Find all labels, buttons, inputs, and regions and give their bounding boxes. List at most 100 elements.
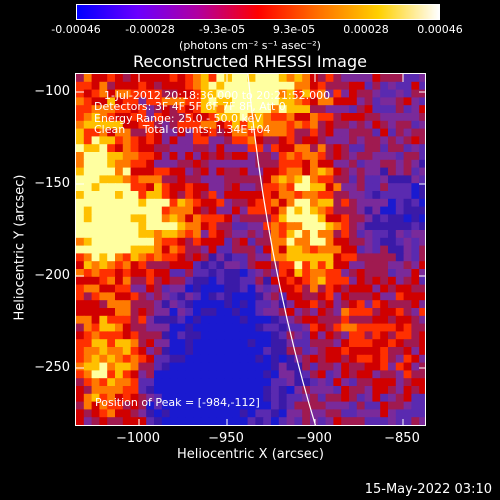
image-pixel xyxy=(170,425,178,426)
image-pixel xyxy=(286,113,295,122)
image-pixel xyxy=(278,284,288,293)
image-pixel xyxy=(403,378,412,387)
image-pixel xyxy=(83,401,93,410)
image-pixel xyxy=(310,261,319,270)
image-pixel xyxy=(325,300,334,309)
image-pixel xyxy=(224,222,233,231)
image-pixel xyxy=(356,120,366,130)
image-pixel xyxy=(224,136,233,145)
image-pixel xyxy=(216,105,225,114)
image-pixel xyxy=(403,362,412,371)
image-pixel xyxy=(107,230,116,239)
image-pixel xyxy=(76,393,85,403)
image-pixel xyxy=(294,144,303,153)
image-pixel xyxy=(395,347,405,356)
image-pixel xyxy=(294,409,303,418)
image-pixel xyxy=(372,417,381,425)
image-pixel xyxy=(325,409,334,418)
image-pixel xyxy=(239,191,249,200)
image-pixel xyxy=(185,183,194,192)
image-pixel xyxy=(169,113,178,122)
image-pixel xyxy=(185,167,194,176)
image-pixel xyxy=(380,206,389,215)
image-pixel xyxy=(239,105,249,114)
image-pixel xyxy=(286,354,295,364)
image-pixel xyxy=(333,339,342,348)
image-pixel xyxy=(333,308,342,317)
image-pixel xyxy=(232,105,241,114)
image-pixel xyxy=(255,409,264,418)
image-pixel xyxy=(294,136,303,145)
image-pixel xyxy=(91,206,100,215)
image-pixel xyxy=(185,105,194,114)
image-pixel xyxy=(193,378,202,387)
image-pixel xyxy=(364,159,373,169)
image-pixel xyxy=(294,175,303,184)
image-pixel xyxy=(224,230,233,239)
image-pixel xyxy=(185,331,194,340)
image-pixel xyxy=(107,97,116,106)
image-pixel xyxy=(310,253,319,262)
image-pixel xyxy=(286,120,295,130)
image-pixel xyxy=(278,144,288,153)
image-pixel xyxy=(310,152,319,161)
image-pixel xyxy=(356,167,366,176)
image-pixel xyxy=(200,120,210,130)
image-pixel xyxy=(356,323,366,332)
image-pixel xyxy=(287,425,295,426)
image-pixel xyxy=(76,315,85,325)
image-pixel xyxy=(380,370,389,379)
image-pixel xyxy=(122,284,132,293)
image-pixel xyxy=(388,269,397,278)
image-pixel xyxy=(247,269,256,278)
image-pixel xyxy=(161,347,171,356)
image-pixel xyxy=(263,354,272,364)
image-pixel xyxy=(255,113,264,122)
image-pixel xyxy=(372,315,381,325)
image-pixel xyxy=(224,331,233,340)
image-pixel xyxy=(255,191,264,200)
image-pixel xyxy=(395,292,405,301)
image-pixel xyxy=(83,113,93,122)
image-pixel xyxy=(83,261,93,270)
image-pixel xyxy=(99,128,108,137)
image-pixel xyxy=(169,144,178,153)
image-pixel xyxy=(146,425,154,426)
image-pixel xyxy=(161,331,171,340)
image-pixel xyxy=(115,144,124,153)
image-pixel xyxy=(349,370,358,379)
image-pixel xyxy=(372,144,381,153)
image-pixel xyxy=(154,214,163,223)
image-pixel xyxy=(255,401,264,410)
image-pixel xyxy=(380,222,389,231)
image-pixel xyxy=(372,323,381,332)
image-pixel xyxy=(91,378,100,387)
image-pixel xyxy=(356,417,366,425)
image-pixel xyxy=(107,253,116,262)
image-pixel xyxy=(364,230,373,239)
image-pixel xyxy=(247,159,256,169)
image-pixel xyxy=(239,175,249,184)
image-pixel xyxy=(76,191,85,200)
image-pixel xyxy=(263,198,272,208)
image-pixel xyxy=(325,393,334,403)
image-pixel xyxy=(271,417,280,425)
image-pixel xyxy=(333,417,342,425)
image-pixel xyxy=(76,144,85,153)
image-pixel xyxy=(177,198,186,208)
image-pixel xyxy=(247,347,256,356)
image-pixel xyxy=(146,191,155,200)
image-pixel xyxy=(310,183,319,192)
image-pixel xyxy=(200,245,210,254)
image-pixel xyxy=(325,308,334,317)
image-pixel xyxy=(255,347,264,356)
image-pixel xyxy=(154,167,163,176)
image-pixel xyxy=(239,417,249,425)
image-pixel xyxy=(372,245,381,254)
image-pixel xyxy=(216,362,225,371)
image-pixel xyxy=(115,386,124,395)
image-pixel xyxy=(216,284,225,293)
image-pixel xyxy=(333,409,342,418)
image-pixel xyxy=(239,167,249,176)
image-pixel xyxy=(403,276,412,286)
